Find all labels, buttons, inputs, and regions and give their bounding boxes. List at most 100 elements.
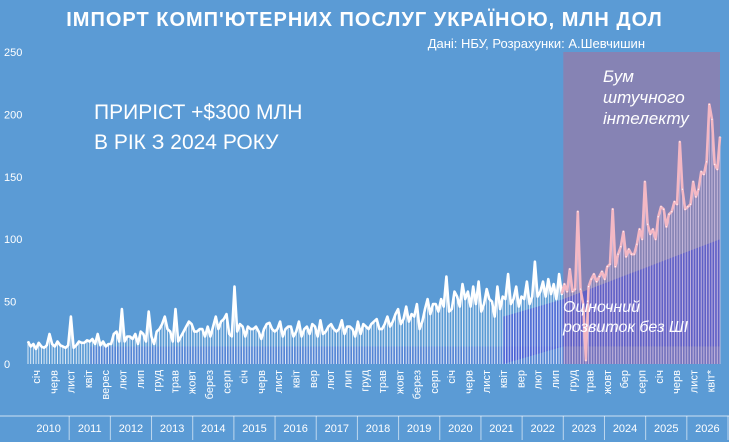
data-point [99,344,102,346]
data-point [145,340,147,343]
data-point [284,328,287,330]
data-point [40,345,43,348]
month-tick-label: лип [342,370,354,389]
data-point [518,305,520,308]
data-point [300,335,303,338]
data-point [692,181,694,183]
data-point [386,315,389,318]
data-point [555,298,557,300]
year-label: 2025 [654,423,678,435]
data-point [531,296,533,298]
year-label: 2021 [489,423,513,435]
data-point [164,315,166,318]
month-tick-label: верес [100,370,112,400]
year-label: 2016 [283,423,307,435]
data-point [571,291,574,293]
data-point [598,276,600,278]
data-point [70,315,72,318]
data-point [258,330,260,333]
data-point [633,253,635,255]
data-point [397,308,399,310]
data-point [276,328,279,330]
data-point [628,248,630,250]
data-point [30,345,32,348]
data-point [435,303,437,305]
data-point [392,320,394,323]
data-point [158,328,161,330]
data-point [311,323,313,325]
data-point [523,298,525,300]
month-tick-label: серп [637,370,649,394]
data-point [614,266,616,268]
data-point [545,296,547,298]
data-point [333,328,335,330]
month-tick-label: квіт* [706,369,718,392]
data-point [140,330,142,333]
month-tick-label: груд [152,369,164,391]
data-point [703,173,705,175]
data-point [440,298,442,300]
month-tick-label: січ [239,370,251,384]
data-point [271,328,273,330]
data-point [228,333,230,335]
data-point [215,315,217,318]
year-label: 2017 [325,423,349,435]
data-point [343,333,346,335]
year-label: 2012 [119,423,143,435]
month-tick-label: лист [688,370,700,393]
year-label: 2010 [36,423,60,435]
month-tick-label: вер [515,370,527,388]
data-point [520,296,523,298]
data-point [193,330,195,333]
data-point [91,338,93,340]
data-point [351,328,354,330]
data-point [35,348,37,350]
data-point [349,325,351,328]
data-point [569,268,571,270]
data-point [292,335,295,338]
data-point [483,303,485,305]
data-point [268,322,270,324]
headline-line-2: В РІК З 2024 РОКУ [94,131,279,154]
data-point [716,168,718,170]
month-tick-label: лют [533,370,545,389]
data-point [32,343,34,345]
data-point [590,278,592,280]
data-point [660,206,662,208]
data-point [561,293,563,295]
data-point [378,328,380,330]
data-point [134,333,136,335]
data-point [593,273,595,275]
y-tick-label: 200 [4,109,22,121]
data-point [459,305,461,308]
year-label: 2026 [695,423,719,435]
data-point [687,206,689,208]
data-point [56,340,59,343]
year-label: 2022 [530,423,554,435]
data-point [327,325,330,328]
data-point [346,325,348,328]
data-point [51,343,53,345]
data-point [309,333,311,335]
data-point [207,325,209,328]
data-point [362,323,364,325]
data-point [322,333,324,335]
month-tick-label: січ [31,370,43,384]
data-point [652,228,654,230]
data-point [148,310,150,313]
data-point [54,345,56,348]
data-point [220,320,222,323]
month-tick-label: трав [377,370,389,393]
data-point [542,281,544,283]
month-tick-label: лист [273,370,285,393]
baseline-trend-band [503,239,720,364]
month-tick-label: лют [325,370,337,389]
data-point [150,335,152,338]
data-point [118,340,120,343]
ai-boom-line-1: Бум [603,67,634,86]
data-point [370,323,372,325]
data-point [153,343,155,345]
data-point [115,330,118,333]
ai-boom-line-3: інтелекту [603,109,689,128]
